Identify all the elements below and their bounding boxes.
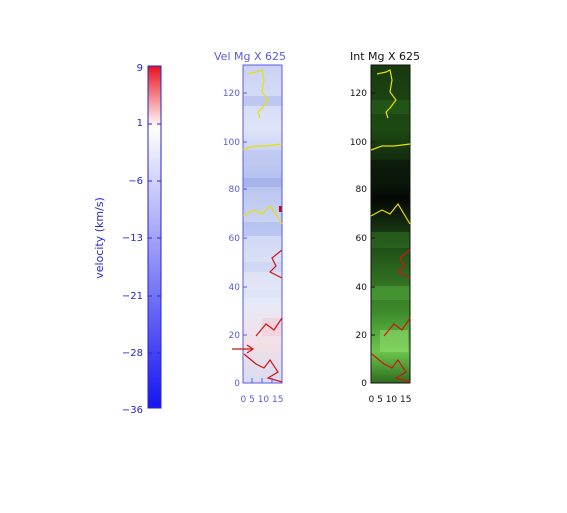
velocity-panel-title: Vel Mg X 625 bbox=[214, 50, 286, 63]
velocity-contour-lower bbox=[268, 249, 283, 279]
colorbar-tick-label: −6 bbox=[128, 176, 143, 187]
velocity-y-tick-label: 40 bbox=[229, 283, 241, 293]
intensity-contour-upper bbox=[370, 202, 411, 225]
intensity-y-tick-label: 40 bbox=[356, 283, 368, 293]
velocity-contour-upper bbox=[247, 69, 269, 119]
velocity-y-tick-label: 120 bbox=[223, 89, 240, 99]
velocity-y-tick-label: 80 bbox=[229, 185, 241, 195]
intensity-y-tick-label: 80 bbox=[356, 185, 368, 195]
colorbar-tick-label: −28 bbox=[122, 348, 143, 359]
velocity-panel: Vel Mg X 625 120 100 80 bbox=[214, 50, 286, 405]
velocity-x-tick-labels: 0 5 10 15 bbox=[241, 395, 284, 405]
velocity-y-tick-label: 0 bbox=[234, 379, 240, 389]
velocity-y-tick-label: 60 bbox=[229, 234, 241, 244]
arrow-marker bbox=[232, 344, 255, 354]
colorbar: velocity (km/s) 9 1 −6 −13 −21 −28 −36 bbox=[93, 63, 162, 416]
velocity-map-texture bbox=[243, 96, 282, 336]
velocity-contour-lower bbox=[255, 317, 283, 337]
intensity-x-tick-labels: 0 5 10 15 bbox=[369, 395, 412, 405]
intensity-y-tick-label: 120 bbox=[350, 89, 367, 99]
colorbar-tick-label: −36 bbox=[122, 405, 143, 416]
intensity-y-tick-label: 20 bbox=[356, 331, 368, 341]
intensity-contour-lower bbox=[383, 317, 411, 337]
velocity-contour-upper bbox=[242, 143, 283, 151]
velocity-contour-upper bbox=[242, 205, 283, 225]
intensity-contour-lower bbox=[396, 249, 411, 279]
colorbar-tick-label: 1 bbox=[137, 118, 143, 129]
intensity-panel-title: Int Mg X 625 bbox=[350, 50, 420, 63]
velocity-contour-lower bbox=[243, 353, 283, 383]
colorbar-label: velocity (km/s) bbox=[93, 197, 106, 279]
intensity-panel: Int Mg X 625 120 100 80 60 40 20 0 bbox=[350, 50, 420, 405]
intensity-contour-upper bbox=[370, 143, 411, 151]
colorbar-gradient bbox=[147, 65, 162, 409]
velocity-y-tick-label: 20 bbox=[229, 331, 241, 341]
intensity-contour-lower bbox=[371, 353, 411, 383]
intensity-y-tick-label: 60 bbox=[356, 234, 368, 244]
velocity-y-tick-label: 100 bbox=[223, 138, 240, 148]
intensity-contour-upper bbox=[376, 69, 397, 119]
colorbar-tick-label: −21 bbox=[122, 291, 143, 302]
colorbar-tick-label: −13 bbox=[122, 233, 143, 244]
intensity-y-tick-label: 0 bbox=[361, 379, 367, 389]
intensity-y-tick-label: 100 bbox=[350, 138, 367, 148]
colorbar-tick-label: 9 bbox=[137, 63, 143, 74]
